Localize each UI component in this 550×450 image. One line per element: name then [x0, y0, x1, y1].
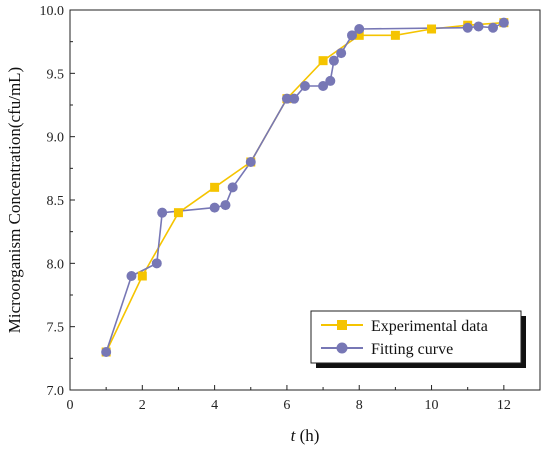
data-point-fitting — [227, 182, 238, 193]
data-point-fitting — [101, 347, 112, 357]
x-axis: 0 2 4 6 8 10 12 — [67, 385, 511, 413]
data-point-fitting — [220, 200, 231, 211]
data-point-fitting — [488, 22, 498, 33]
x-tick-label: 8 — [356, 398, 363, 413]
y-tick-label: 8.5 — [47, 194, 65, 209]
x-tick-label: 10 — [425, 398, 439, 413]
data-point-fitting — [209, 202, 220, 213]
y-tick-label: 9.5 — [47, 67, 65, 82]
y-tick-label: 7.5 — [47, 321, 65, 336]
data-point-experimental — [137, 271, 147, 281]
x-tick-label: 6 — [283, 398, 290, 413]
legend: Experimental data Fitting curve — [310, 310, 526, 368]
data-point-experimental — [210, 182, 220, 192]
x-tick-label: 12 — [497, 398, 511, 413]
data-point-fitting — [289, 93, 300, 104]
x-tick-label: 2 — [139, 398, 146, 413]
data-point-fitting — [336, 48, 347, 59]
data-point-experimental — [390, 30, 400, 40]
legend-label-experimental: Experimental data — [371, 318, 488, 335]
series-line-experimental — [105, 21, 504, 353]
data-point-fitting — [245, 157, 256, 167]
series-line-fitting — [105, 21, 505, 353]
data-point-fitting — [325, 75, 336, 86]
data-point-fitting — [151, 258, 162, 269]
legend-marker-experimental — [337, 320, 347, 330]
data-point-experimental — [173, 208, 183, 218]
y-tick-label: 7.0 — [47, 384, 65, 399]
data-point-experimental — [318, 56, 328, 66]
data-point-fitting — [300, 81, 310, 91]
x-axis-title: t (h) — [291, 426, 320, 445]
data-point-fitting — [281, 93, 292, 104]
legend-label-fitting: Fitting curve — [371, 341, 453, 358]
legend-marker-fitting — [336, 342, 348, 354]
series-layer — [101, 17, 509, 357]
y-tick-label: 8.0 — [47, 257, 65, 272]
y-axis-title: Microorganism Concentration(cfu/mL) — [5, 67, 24, 333]
data-point-experimental — [354, 30, 364, 40]
x-tick-label: 4 — [211, 398, 218, 413]
y-axis: 7.0 7.5 8.0 8.5 9.0 9.5 10.0 — [40, 4, 75, 399]
x-tick-label: 0 — [67, 398, 74, 413]
data-point-fitting — [318, 81, 329, 91]
data-point-fitting — [498, 17, 509, 28]
data-point-fitting — [347, 30, 357, 41]
data-point-experimental — [427, 24, 437, 34]
data-point-fitting — [473, 21, 484, 32]
legend-box — [310, 310, 522, 364]
y-tick-label: 10.0 — [40, 4, 65, 19]
data-point-fitting — [157, 207, 168, 218]
data-point-fitting — [126, 271, 137, 281]
data-point-fitting — [328, 55, 339, 66]
data-point-fitting — [354, 24, 365, 34]
y-tick-label: 9.0 — [47, 131, 65, 146]
data-point-fitting — [462, 22, 473, 33]
